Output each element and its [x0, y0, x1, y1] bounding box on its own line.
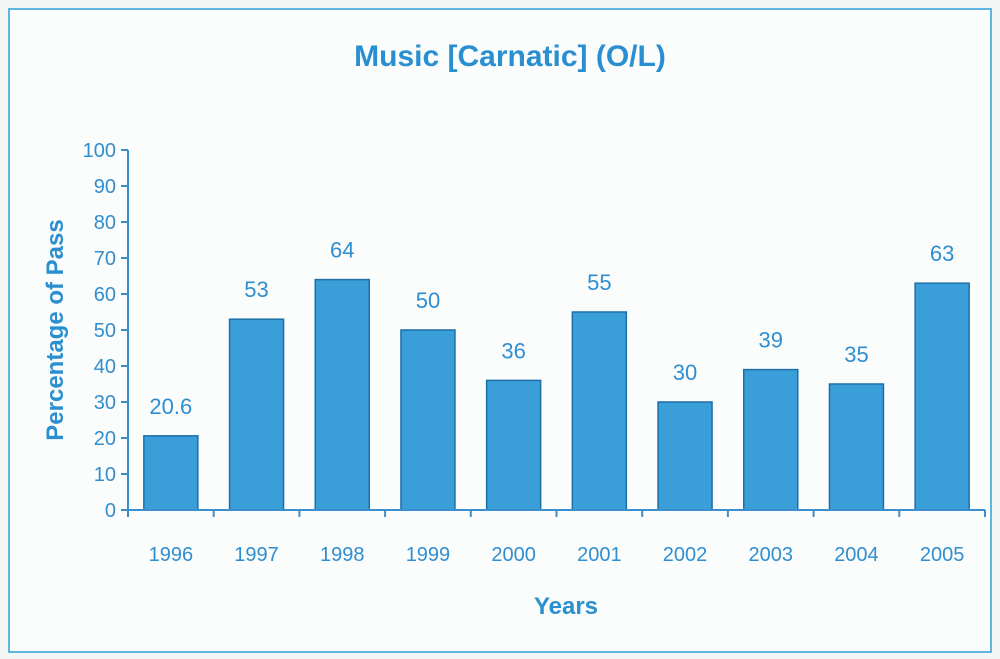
data-label-2005: 63 [930, 241, 954, 266]
bar-1999 [400, 329, 456, 511]
x-tick-label: 1997 [234, 544, 279, 566]
bar-1997 [228, 318, 285, 511]
data-label-1996: 20.6 [149, 394, 192, 419]
y-tick-label: 50 [94, 320, 116, 342]
bar-1998 [314, 278, 370, 511]
y-tick-label: 90 [94, 176, 116, 198]
y-axis-label: Percentage of Pass [42, 219, 69, 440]
chart-title: Music [Carnatic] (O/L) [354, 40, 666, 73]
x-tick-label: 2002 [663, 544, 708, 566]
data-label-2000: 36 [501, 338, 525, 363]
x-tick-label: 1998 [320, 544, 365, 566]
data-label-2001: 55 [587, 270, 611, 295]
x-tick-label: 2004 [834, 544, 879, 566]
data-label-1998: 64 [330, 238, 354, 263]
x-tick-label: 2005 [920, 544, 965, 566]
bar-2000 [485, 379, 542, 511]
y-tick-label: 40 [94, 356, 116, 378]
x-tick-label: 1996 [149, 544, 194, 566]
chart-frame [8, 8, 992, 653]
bar-1996 [143, 435, 199, 511]
bar-2005 [914, 282, 970, 511]
y-tick-label: 100 [83, 140, 116, 162]
data-label-2004: 35 [844, 342, 868, 367]
y-tick-label: 30 [94, 392, 116, 414]
y-tick-label: 60 [94, 284, 116, 306]
y-tick-label: 10 [94, 464, 116, 486]
x-tick-label: 2000 [491, 544, 536, 566]
x-tick-label: 2001 [577, 544, 622, 566]
y-tick-label: 20 [94, 428, 116, 450]
data-label-2002: 30 [673, 360, 697, 385]
x-axis-label: Years [534, 593, 598, 620]
data-label-1999: 50 [416, 288, 440, 313]
data-label-2003: 39 [759, 328, 783, 353]
y-tick-label: 70 [94, 248, 116, 270]
y-tick-label: 80 [94, 212, 116, 234]
y-axis: 0 10 20 30 40 50 60 70 80 90 100 [83, 140, 129, 522]
bars-group: 20.6 53 64 50 36 55 30 39 35 63 [143, 238, 970, 511]
x-tick-label: 2003 [749, 544, 794, 566]
x-tick-label: 1999 [406, 544, 451, 566]
bar-2002 [657, 401, 713, 511]
x-axis: 1996 1997 1998 1999 2000 2001 2002 2003 2004 2005 [127, 509, 986, 566]
bar-2003 [743, 368, 799, 511]
data-label-1997: 53 [244, 277, 268, 302]
bar-2004 [828, 383, 885, 511]
y-tick-label: 0 [105, 500, 116, 522]
bar-2001 [571, 311, 628, 511]
